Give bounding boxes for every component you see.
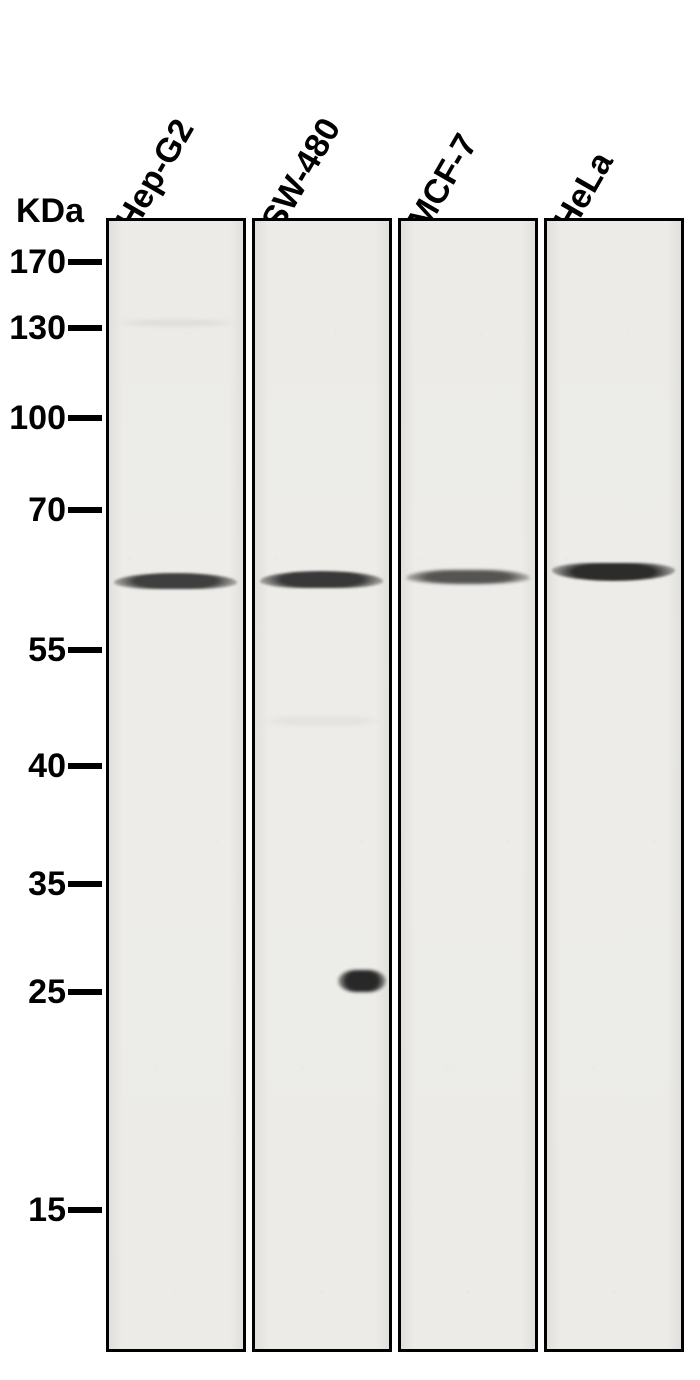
mw-marker-value: 25 <box>4 973 66 1012</box>
protein-band <box>406 570 529 584</box>
mw-marker-value: 55 <box>4 631 66 670</box>
mw-marker: 25 <box>4 975 102 1009</box>
mw-marker-tick <box>68 259 102 265</box>
mw-marker: 40 <box>4 749 102 783</box>
mw-marker-tick <box>68 989 102 995</box>
mw-marker-tick <box>68 415 102 421</box>
mw-marker: 170 <box>4 245 102 279</box>
mw-marker: 15 <box>4 1193 102 1227</box>
mw-marker: 70 <box>4 493 102 527</box>
lanes-region <box>106 218 684 1352</box>
membrane-noise <box>547 221 681 1349</box>
blot-figure: KDa 170130100705540352515 Hep-G2SW-480MC… <box>0 0 700 1380</box>
membrane-noise <box>401 221 535 1349</box>
mw-marker-value: 15 <box>4 1191 66 1230</box>
protein-band <box>260 571 384 588</box>
mw-marker-value: 100 <box>4 399 66 438</box>
mw-marker-tick <box>68 1207 102 1213</box>
mw-marker-tick <box>68 647 102 653</box>
lane <box>106 218 246 1352</box>
mw-marker-tick <box>68 763 102 769</box>
mw-marker-value: 35 <box>4 865 66 904</box>
protein-band <box>338 970 386 992</box>
mw-marker-tick <box>68 325 102 331</box>
protein-band <box>117 320 235 326</box>
lane <box>252 218 392 1352</box>
mw-marker: 130 <box>4 311 102 345</box>
mw-marker: 35 <box>4 867 102 901</box>
lane <box>544 218 684 1352</box>
mw-marker-tick <box>68 507 102 513</box>
protein-band <box>263 718 381 724</box>
mw-marker-value: 70 <box>4 491 66 530</box>
mw-marker: 100 <box>4 401 102 435</box>
membrane-noise <box>109 221 243 1349</box>
kda-unit-label: KDa <box>16 192 84 231</box>
protein-band <box>114 573 238 589</box>
membrane-noise <box>255 221 389 1349</box>
mw-marker-value: 130 <box>4 309 66 348</box>
mw-marker: 55 <box>4 633 102 667</box>
mw-marker-value: 170 <box>4 243 66 282</box>
lane <box>398 218 538 1352</box>
mw-marker-value: 40 <box>4 747 66 786</box>
mw-marker-tick <box>68 881 102 887</box>
